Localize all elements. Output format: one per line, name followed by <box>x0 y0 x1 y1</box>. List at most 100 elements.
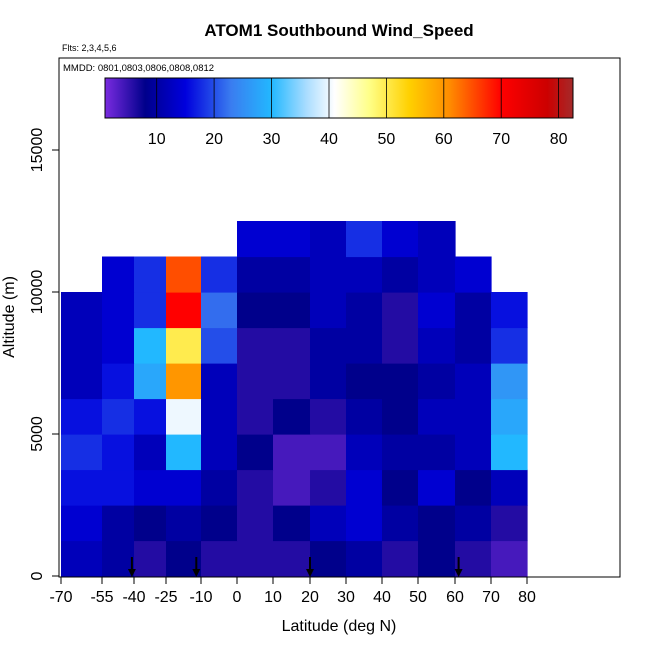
heatmap-cell <box>273 505 311 542</box>
heatmap-cell <box>237 363 274 400</box>
heatmap-cell <box>102 505 135 542</box>
heatmap-cell <box>418 505 456 542</box>
heatmap-cell <box>166 398 202 435</box>
x-axis-label: Latitude (deg N) <box>282 618 397 635</box>
flight-markers <box>127 557 463 577</box>
x-tick-label: 50 <box>409 589 427 606</box>
heatmap-cell <box>491 434 528 471</box>
colorbar: 10 20 30 40 50 60 70 80 <box>104 77 574 148</box>
heatmap-cell <box>102 434 135 471</box>
flight-marker-head <box>454 569 463 577</box>
heatmap-cell <box>346 469 383 506</box>
heatmap-cell <box>382 292 419 329</box>
heatmap-cell <box>418 292 456 329</box>
colorbar-tick-label: 20 <box>205 131 223 148</box>
heatmap-cell <box>455 363 492 400</box>
heatmap-cell <box>134 327 167 364</box>
heatmap-cell <box>201 469 238 506</box>
heatmap-cell <box>61 540 103 577</box>
x-tick-label: 40 <box>373 589 391 606</box>
flights-label: Flts: 2,3,4,5,6 <box>62 43 117 53</box>
dates-label: MMDD: 0801,0803,0806,0808,0812 <box>63 63 214 74</box>
heatmap-cell <box>491 327 528 364</box>
x-tick-label: -10 <box>189 589 212 606</box>
heatmap-cell <box>418 221 456 258</box>
heatmap-cell <box>346 292 383 329</box>
heatmap-cell <box>310 221 347 258</box>
heatmap-cell <box>273 398 311 435</box>
heatmap-cell <box>237 256 274 293</box>
y-axis-label: Altitude (m) <box>1 276 18 358</box>
heatmap-cell <box>237 221 274 258</box>
heatmap-cell <box>418 540 456 577</box>
heatmap-cell <box>418 327 456 364</box>
heatmap-cell <box>166 363 202 400</box>
heatmap-cell <box>102 327 135 364</box>
x-tick-label: 70 <box>482 589 500 606</box>
heatmap-cell <box>166 505 202 542</box>
x-tick-label: 80 <box>518 589 536 606</box>
heatmap-cell <box>382 256 419 293</box>
heatmap-cell <box>102 363 135 400</box>
heatmap-cell <box>382 540 419 577</box>
heatmap-cell <box>382 505 419 542</box>
heatmap-cell <box>491 469 528 506</box>
x-tick-label: 20 <box>301 589 319 606</box>
heatmap-cell <box>310 540 347 577</box>
heatmap-cell <box>201 256 238 293</box>
x-tick-label: 0 <box>233 589 242 606</box>
heatmap-cell <box>346 540 383 577</box>
x-tick-label: -40 <box>122 589 145 606</box>
flight-marker-head <box>306 569 314 577</box>
y-tick-label: 15000 <box>29 128 46 173</box>
heatmap-cell <box>237 327 274 364</box>
heatmap-cell <box>418 469 456 506</box>
heatmap-cell <box>166 327 202 364</box>
heatmap-cell <box>134 540 167 577</box>
heatmap-cell <box>455 505 492 542</box>
heatmap-cell <box>273 469 311 506</box>
heatmap-cell <box>455 327 492 364</box>
heatmap-cell <box>61 292 103 329</box>
heatmap-cell <box>310 292 347 329</box>
colorbar-tick-label: 50 <box>378 131 396 148</box>
colorbar-tick-label: 30 <box>263 131 281 148</box>
y-tick-label: 5000 <box>29 416 46 452</box>
heatmap-cell <box>134 292 167 329</box>
heatmap-cell <box>382 363 419 400</box>
heatmap-cell <box>201 398 238 435</box>
chart-title: ATOM1 Southbound Wind_Speed <box>204 21 473 40</box>
heatmap-cell <box>166 434 202 471</box>
colorbar-tick-label: 60 <box>435 131 453 148</box>
colorbar-tick-label: 40 <box>320 131 338 148</box>
heatmap-cell <box>273 292 311 329</box>
heatmap-cell <box>201 540 238 577</box>
heatmap-cell <box>382 469 419 506</box>
heatmap-cell <box>273 540 311 577</box>
heatmap-cell <box>237 505 274 542</box>
heatmap-cell <box>102 256 135 293</box>
heatmap-cell <box>273 434 311 471</box>
heatmap-cell <box>491 292 528 329</box>
heatmap-cell <box>310 363 347 400</box>
x-axis: -70 -55 -40 -25 -10 0 10 20 30 40 50 60 70 80 <box>49 576 547 606</box>
heatmap-cell <box>237 292 274 329</box>
heatmap-cell <box>455 434 492 471</box>
heatmap-cell <box>166 292 202 329</box>
heatmap-cell <box>346 505 383 542</box>
heatmap-cell <box>201 505 238 542</box>
heatmap-cell <box>455 256 492 293</box>
heatmap-cell <box>237 398 274 435</box>
heatmap-cell <box>310 327 347 364</box>
heatmap-cell <box>61 327 103 364</box>
heatmap-cell <box>310 398 347 435</box>
colorbar-tick-label: 80 <box>550 131 568 148</box>
heatmap-cell <box>201 363 238 400</box>
heatmap-cell <box>310 505 347 542</box>
heatmap-cell <box>382 327 419 364</box>
x-tick-label: -70 <box>49 589 72 606</box>
heatmap-cell <box>201 327 238 364</box>
heatmap-cell <box>102 292 135 329</box>
heatmap-cell <box>134 469 167 506</box>
heatmap-cell <box>237 540 274 577</box>
